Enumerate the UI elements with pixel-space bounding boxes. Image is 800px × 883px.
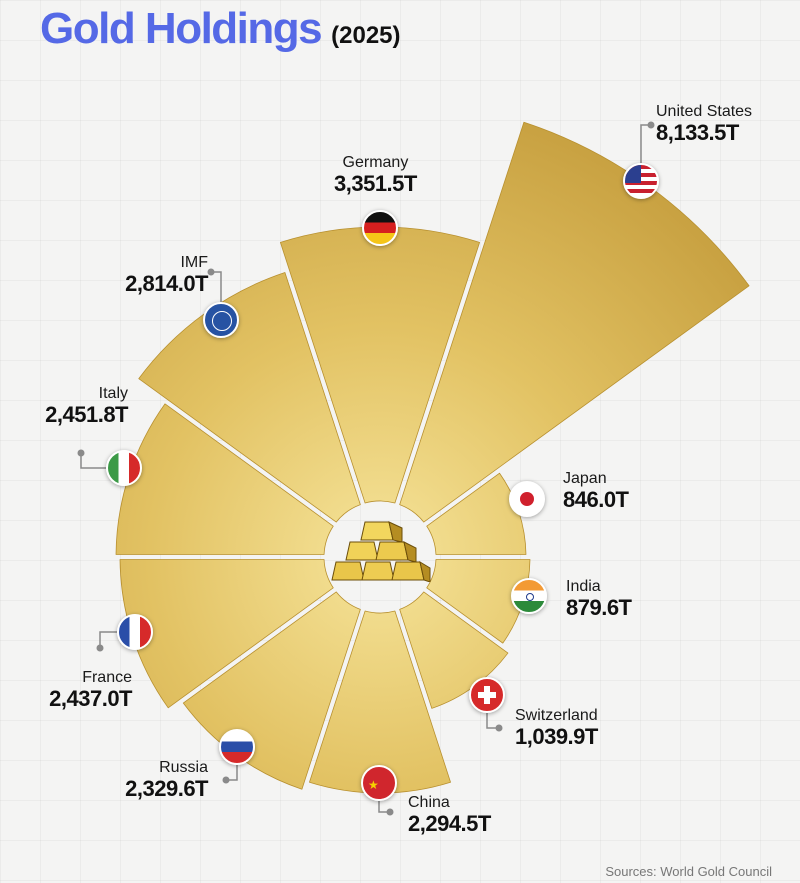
label-name: India bbox=[566, 578, 601, 595]
label-value: 3,351.5T bbox=[334, 170, 417, 196]
italy-flag-icon bbox=[106, 450, 142, 486]
label-name: France bbox=[82, 669, 132, 686]
label-value: 2,329.6T bbox=[125, 775, 208, 801]
japan-flag-icon bbox=[509, 481, 545, 517]
wedge-japan bbox=[426, 472, 527, 555]
label-russia: Russia 2,329.6T bbox=[60, 759, 208, 801]
label-india: India 879.6T bbox=[566, 578, 632, 620]
chart-title: Gold Holdings (2025) bbox=[40, 4, 401, 54]
label-value: 879.6T bbox=[566, 594, 632, 620]
wedge-india bbox=[426, 559, 531, 644]
label-france: France 2,437.0T bbox=[0, 669, 132, 711]
label-switzerland: Switzerland 1,039.9T bbox=[515, 707, 598, 749]
label-name: Italy bbox=[98, 385, 128, 402]
label-name: United States bbox=[656, 103, 753, 120]
label-name: China bbox=[408, 794, 450, 811]
label-value: 2,294.5T bbox=[408, 810, 491, 836]
wedge-united-states bbox=[399, 121, 750, 523]
india-flag-icon bbox=[511, 578, 547, 614]
label-value: 8,133.5T bbox=[656, 119, 739, 145]
label-value: 1,039.9T bbox=[515, 723, 598, 749]
wedge-imf bbox=[138, 272, 361, 523]
wedge-italy bbox=[115, 403, 334, 555]
label-united-states: United States 8,133.5T bbox=[656, 103, 753, 145]
label-value: 846.0T bbox=[563, 486, 629, 512]
title-text: Gold Holdings bbox=[40, 4, 323, 53]
wedge-france bbox=[119, 559, 334, 709]
label-name: Germany bbox=[342, 154, 409, 171]
gold-bars-icon bbox=[331, 521, 431, 582]
source-note: Sources: World Gold Council bbox=[605, 864, 772, 879]
label-value: 2,451.8T bbox=[45, 401, 128, 427]
label-imf: IMF 2,814.0T bbox=[88, 254, 208, 296]
russia-flag-icon bbox=[219, 729, 255, 765]
switzerland-flag-icon bbox=[469, 677, 505, 713]
wedge-germany bbox=[280, 226, 480, 504]
china-flag-icon: ★ bbox=[361, 765, 397, 801]
label-name: Japan bbox=[563, 470, 607, 487]
leader-lines bbox=[77, 121, 655, 816]
label-germany: Germany 3,351.5T bbox=[334, 154, 417, 196]
label-italy: Italy 2,451.8T bbox=[0, 385, 128, 427]
label-name: IMF bbox=[180, 254, 208, 271]
label-name: Russia bbox=[159, 759, 208, 776]
wedge-china bbox=[309, 610, 451, 794]
label-value: 2,814.0T bbox=[125, 270, 208, 296]
label-china: China 2,294.5T bbox=[408, 794, 491, 836]
us-flag-icon bbox=[623, 163, 659, 199]
wedge-group bbox=[115, 121, 750, 794]
label-value: 2,437.0T bbox=[49, 685, 132, 711]
label-japan: Japan 846.0T bbox=[563, 470, 629, 512]
france-flag-icon bbox=[117, 614, 153, 650]
label-name: Switzerland bbox=[515, 707, 598, 724]
imf-seal-icon bbox=[203, 302, 239, 338]
title-year: (2025) bbox=[331, 22, 401, 49]
germany-flag-icon bbox=[362, 210, 398, 246]
